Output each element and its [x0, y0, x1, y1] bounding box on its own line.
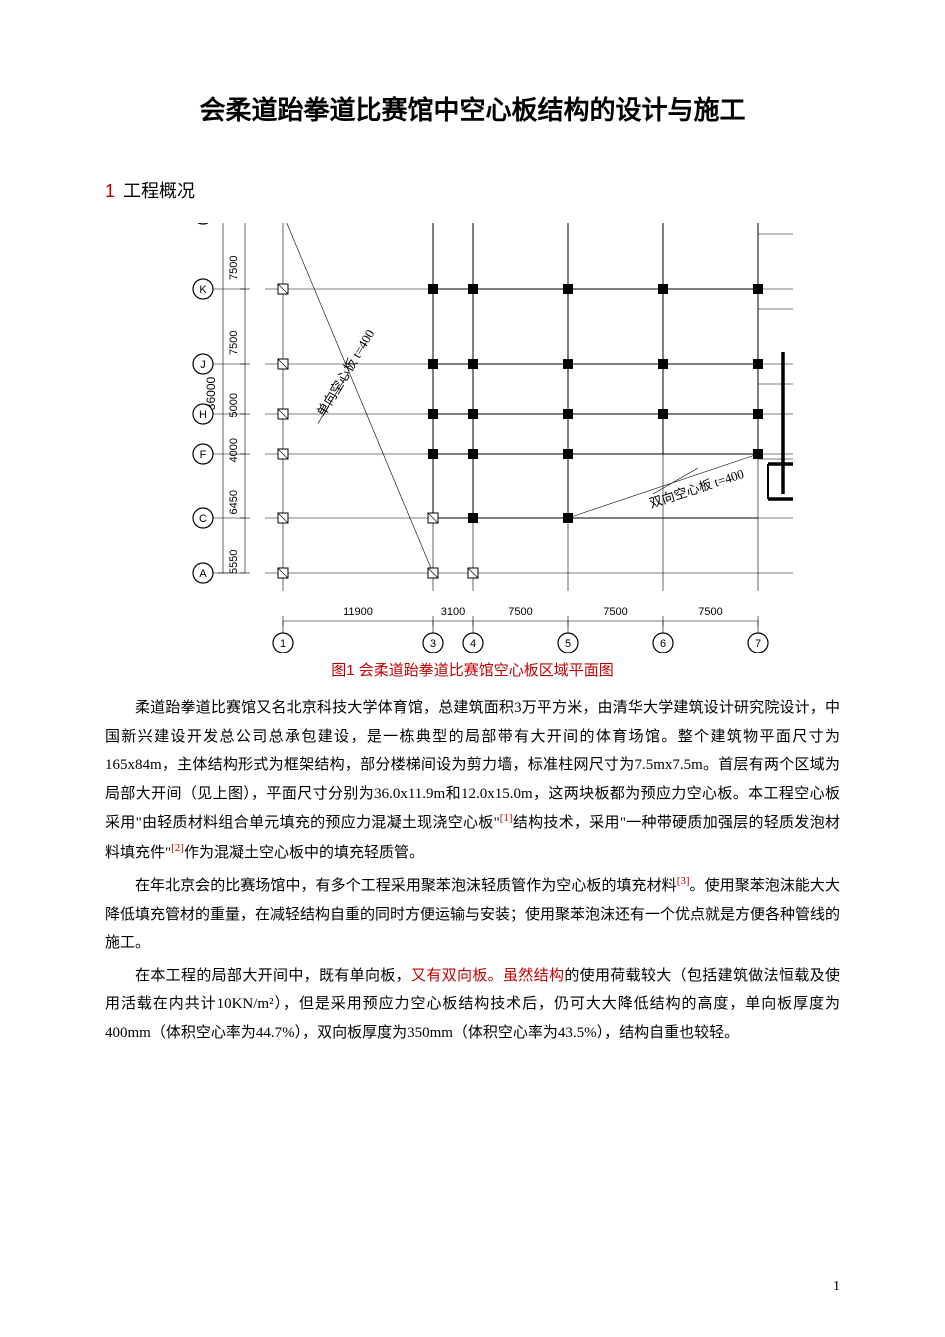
svg-text:6450: 6450: [228, 490, 240, 514]
figure-1-caption: 图1 会柔道跆拳道比赛馆空心板区域平面图: [105, 659, 840, 680]
document-title: 会柔道跆拳道比赛馆中空心板结构的设计与施工: [105, 90, 840, 127]
svg-text:单向空心板 t=400: 单向空心板 t=400: [313, 327, 377, 419]
svg-text:K: K: [199, 284, 207, 296]
svg-text:H: H: [199, 409, 207, 421]
text: 作为混凝土空心板中的填充轻质管。: [184, 845, 424, 861]
svg-text:7500: 7500: [228, 331, 240, 355]
svg-text:7500: 7500: [698, 606, 722, 618]
svg-text:5: 5: [564, 638, 570, 650]
body-text: 柔道跆拳道比赛馆又名北京科技大学体育馆，总建筑面积3万平方米，由清华大学建筑设计…: [105, 694, 840, 1047]
figure-1: 单向空心板 t=400双向空心板 t=400119003100750075007…: [105, 223, 840, 653]
svg-text:C: C: [199, 513, 207, 525]
section-number: 1: [105, 181, 115, 201]
svg-text:5550: 5550: [228, 550, 240, 574]
svg-text:6: 6: [659, 638, 665, 650]
svg-text:J: J: [200, 359, 206, 371]
citation-2: [2]: [171, 842, 184, 854]
text: 柔道跆拳道比赛馆又名北京科技大学体育馆，总建筑面积3万平方米，由清华大学建筑设计…: [105, 700, 840, 831]
svg-text:7500: 7500: [228, 256, 240, 280]
text: 在年北京会的比赛场馆中，有多个工程采用聚苯泡沫轻质管作为空心板的填充材料: [135, 878, 677, 894]
svg-text:A: A: [199, 568, 207, 580]
svg-text:F: F: [199, 449, 206, 461]
citation-1: [1]: [500, 812, 513, 824]
svg-text:3100: 3100: [440, 606, 464, 618]
paragraph-1: 柔道跆拳道比赛馆又名北京科技大学体育馆，总建筑面积3万平方米，由清华大学建筑设计…: [105, 694, 840, 867]
highlighted-text: 又有双向板。虽然结构: [411, 968, 564, 984]
svg-text:7: 7: [754, 638, 760, 650]
text: 在本工程的局部大开间中，既有单向板，: [135, 968, 411, 984]
paragraph-2: 在年北京会的比赛场馆中，有多个工程采用聚苯泡沫轻质管作为空心板的填充材料[3]。…: [105, 871, 840, 958]
plan-drawing: 单向空心板 t=400双向空心板 t=400119003100750075007…: [153, 223, 793, 653]
citation-3: [3]: [677, 875, 690, 887]
paragraph-3: 在本工程的局部大开间中，既有单向板，又有双向板。虽然结构的使用荷载较大（包括建筑…: [105, 962, 840, 1048]
page: 会柔道跆拳道比赛馆中空心板结构的设计与施工 1工程概况 单向空心板 t=400双…: [0, 0, 945, 1337]
section-heading: 1 工程概况: [105, 177, 840, 203]
svg-text:11900: 11900: [343, 606, 373, 618]
page-number: 1: [833, 1279, 840, 1295]
svg-text:1: 1: [279, 638, 285, 650]
svg-text:4: 4: [469, 638, 475, 650]
svg-text:7500: 7500: [603, 606, 627, 618]
svg-text:3: 3: [429, 638, 435, 650]
svg-text:7500: 7500: [508, 606, 532, 618]
svg-text:4000: 4000: [228, 438, 240, 462]
section-title: 工程概况: [123, 181, 195, 201]
